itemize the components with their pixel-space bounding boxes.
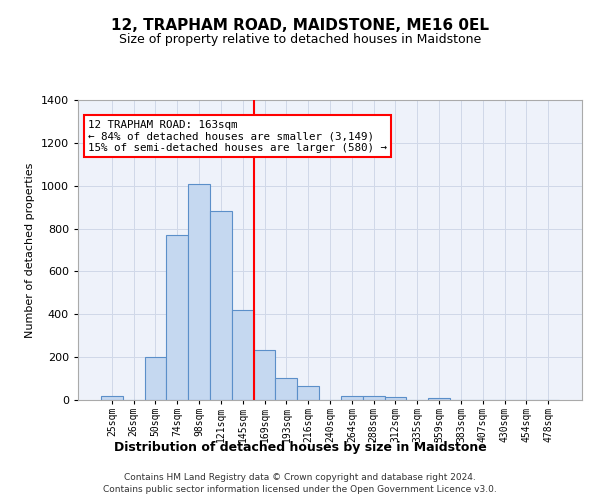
Bar (166, 235, 188, 400)
Text: Distribution of detached houses by size in Maidstone: Distribution of detached houses by size … (113, 441, 487, 454)
Bar (428, 398, 450, 400)
Text: 12, TRAPHAM ROAD, MAIDSTONE, ME16 0EL: 12, TRAPHAM ROAD, MAIDSTONE, ME16 0EL (111, 18, 489, 32)
Bar (363, 396, 385, 400)
Bar (254, 350, 275, 400)
Bar (297, 386, 319, 400)
Bar (210, 212, 232, 400)
Text: Contains public sector information licensed under the Open Government Licence v3: Contains public sector information licen… (103, 484, 497, 494)
Bar (101, 396, 123, 400)
Bar (385, 397, 406, 400)
Bar (341, 396, 363, 400)
Bar (145, 357, 166, 400)
Bar (275, 378, 297, 400)
Text: Contains HM Land Registry data © Crown copyright and database right 2024.: Contains HM Land Registry data © Crown c… (124, 473, 476, 482)
Bar (188, 184, 210, 400)
Text: 12 TRAPHAM ROAD: 163sqm
← 84% of detached houses are smaller (3,149)
15% of semi: 12 TRAPHAM ROAD: 163sqm ← 84% of detache… (88, 120, 387, 152)
Y-axis label: Number of detached properties: Number of detached properties (25, 162, 35, 338)
Text: Size of property relative to detached houses in Maidstone: Size of property relative to detached ho… (119, 32, 481, 46)
Bar (232, 310, 254, 400)
